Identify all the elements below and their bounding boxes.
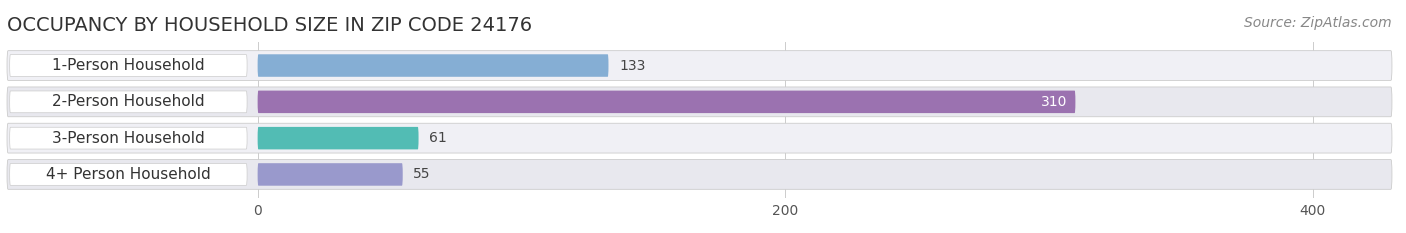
FancyBboxPatch shape: [10, 55, 247, 76]
Text: 4+ Person Household: 4+ Person Household: [46, 167, 211, 182]
FancyBboxPatch shape: [7, 51, 1392, 80]
FancyBboxPatch shape: [10, 164, 247, 185]
Text: 61: 61: [429, 131, 447, 145]
Text: 310: 310: [1040, 95, 1067, 109]
FancyBboxPatch shape: [257, 127, 419, 149]
FancyBboxPatch shape: [10, 127, 247, 149]
Text: 3-Person Household: 3-Person Household: [52, 131, 205, 146]
FancyBboxPatch shape: [257, 91, 1076, 113]
Text: 2-Person Household: 2-Person Household: [52, 94, 205, 109]
Text: 55: 55: [413, 168, 430, 182]
FancyBboxPatch shape: [7, 123, 1392, 153]
Text: 133: 133: [619, 58, 645, 72]
FancyBboxPatch shape: [7, 160, 1392, 189]
FancyBboxPatch shape: [257, 163, 402, 186]
FancyBboxPatch shape: [10, 91, 247, 113]
Text: Source: ZipAtlas.com: Source: ZipAtlas.com: [1244, 16, 1392, 30]
FancyBboxPatch shape: [257, 54, 609, 77]
Text: OCCUPANCY BY HOUSEHOLD SIZE IN ZIP CODE 24176: OCCUPANCY BY HOUSEHOLD SIZE IN ZIP CODE …: [7, 16, 531, 35]
FancyBboxPatch shape: [7, 87, 1392, 117]
Text: 1-Person Household: 1-Person Household: [52, 58, 205, 73]
